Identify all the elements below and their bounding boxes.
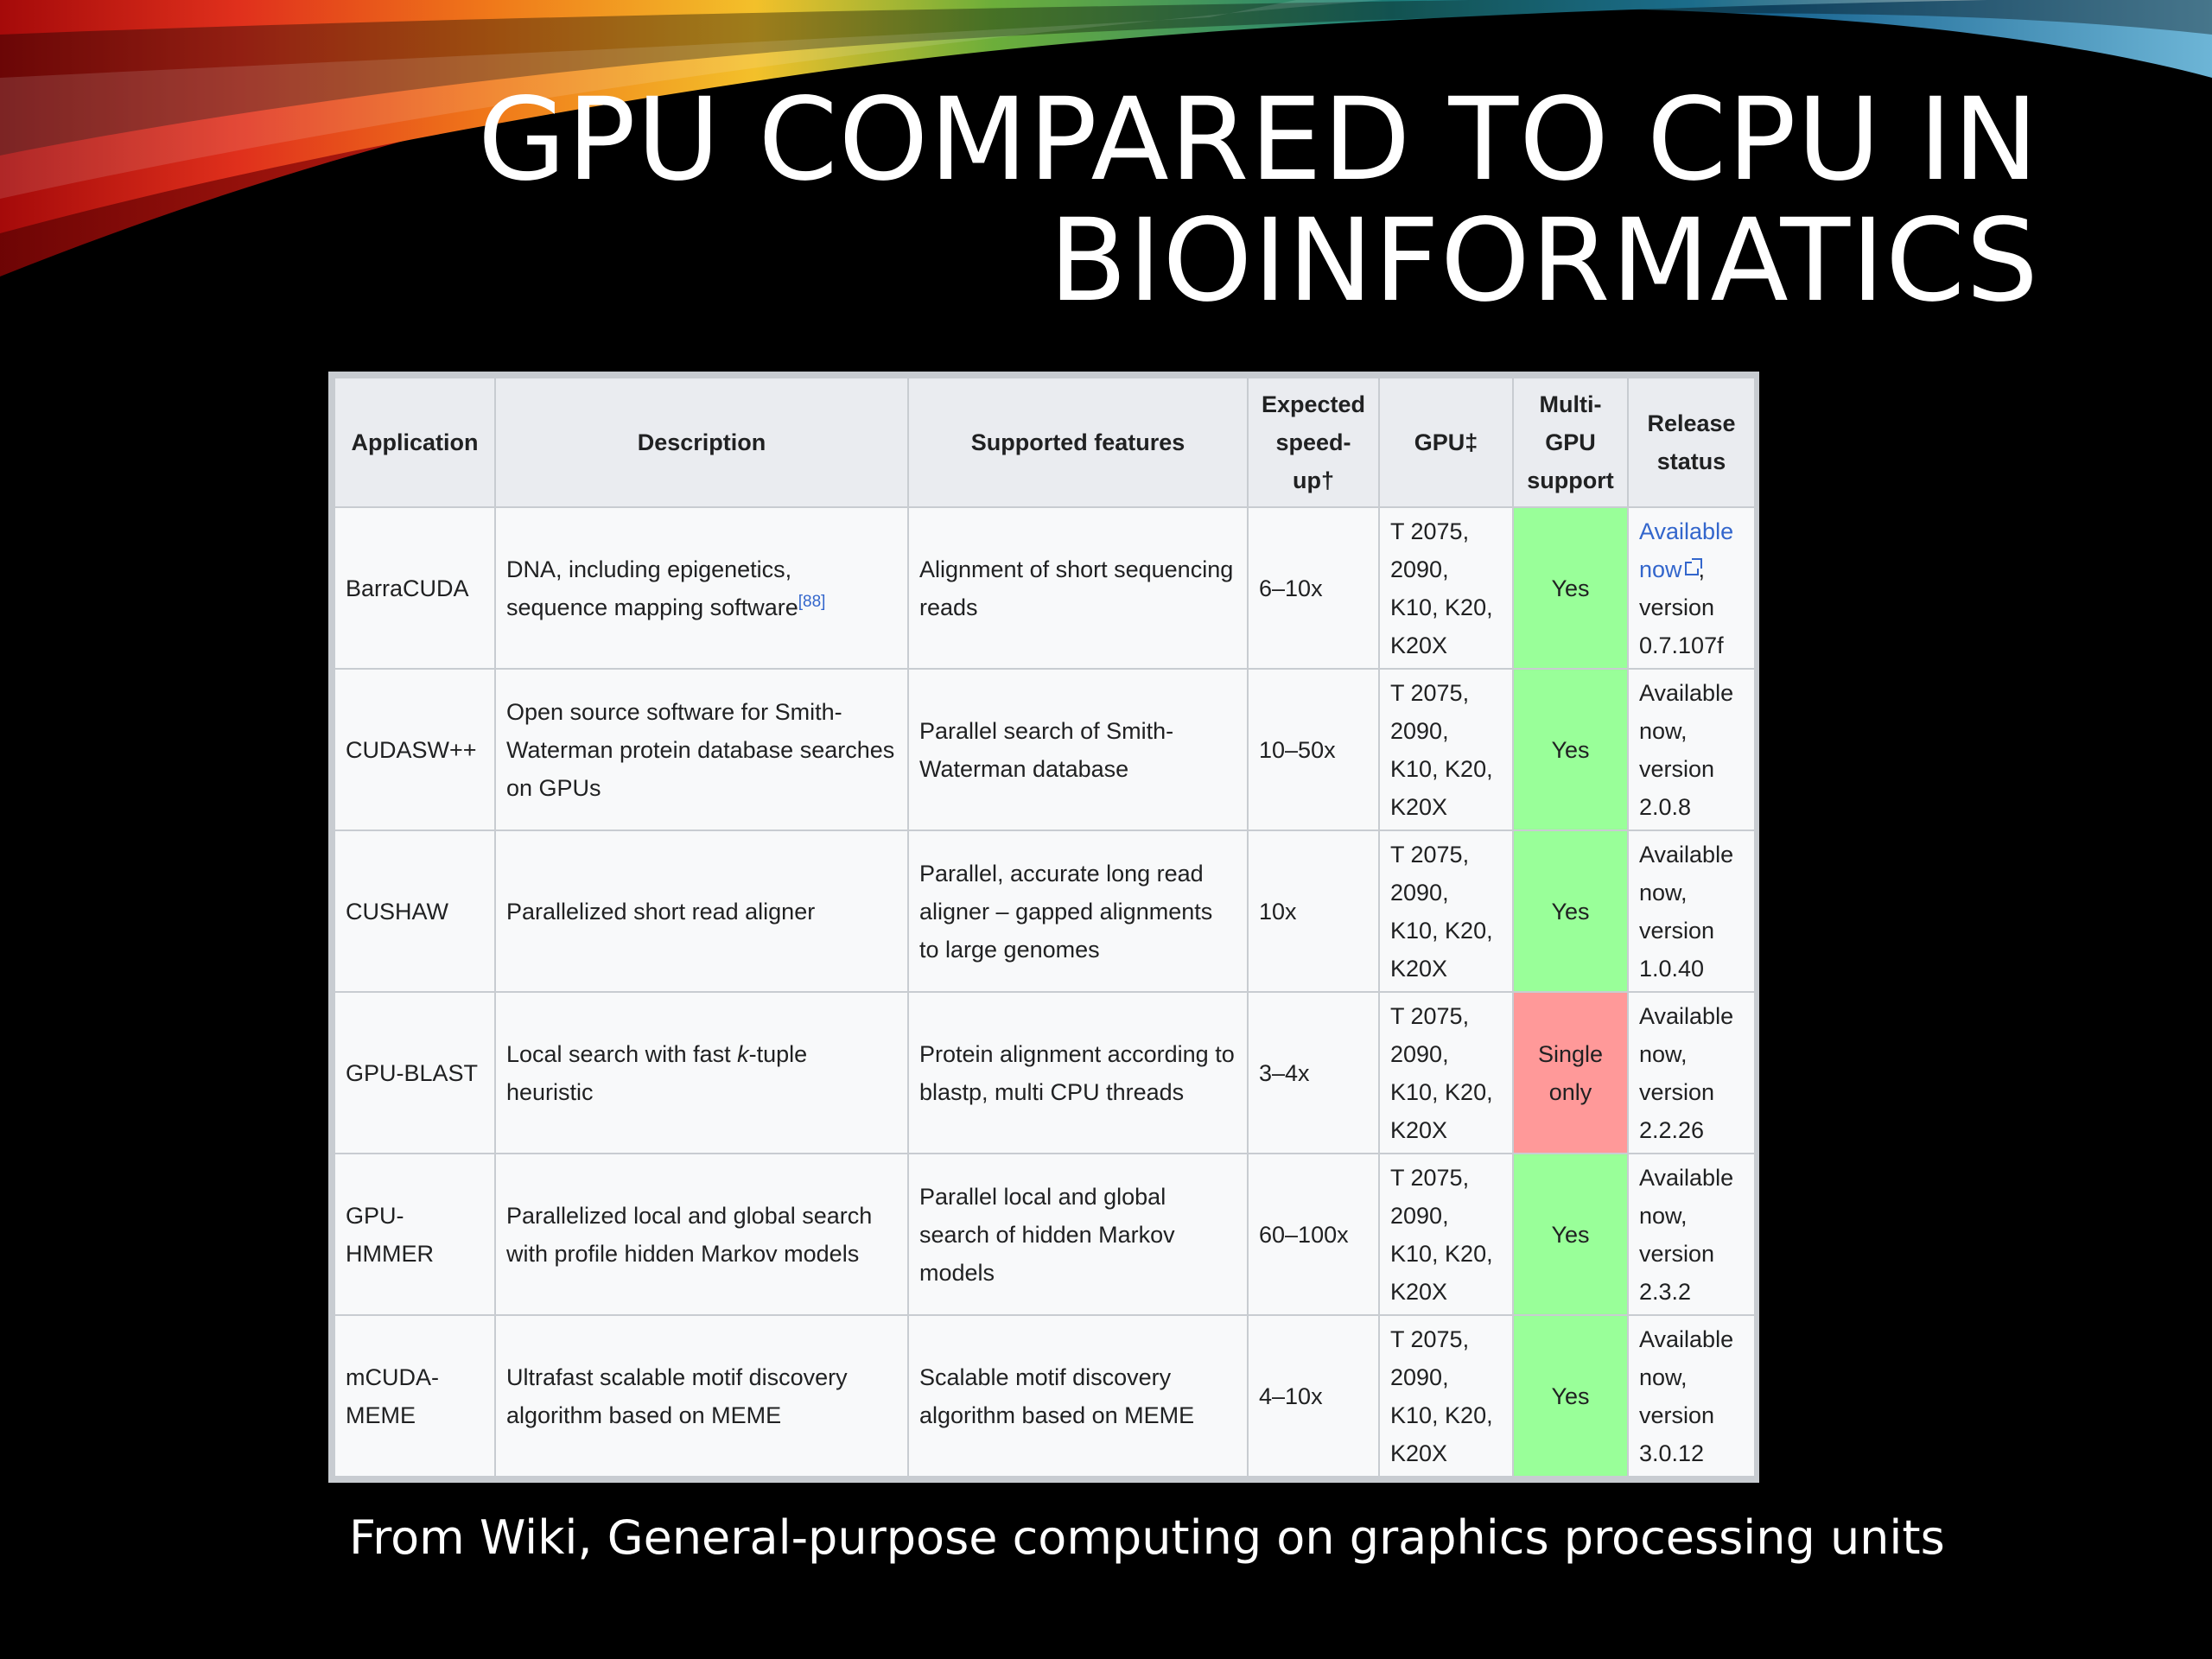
cell-gpu: T 2075, 2090, K10, K20, K20X <box>1378 506 1514 670</box>
table-row: GPU-BLAST Local search with fast k-tuple… <box>334 991 1754 1154</box>
col-header-description[interactable]: Description <box>494 377 909 508</box>
cell-description: Local search with fast k-tuple heuristic <box>494 991 909 1154</box>
cell-features: Scalable motif discovery algorithm based… <box>907 1314 1249 1478</box>
table-header-row: Application Description Supported featur… <box>334 377 1754 508</box>
cell-description: Parallelized short read aligner <box>494 830 909 993</box>
col-header-multigpu[interactable]: Multi-GPU support <box>1512 377 1629 508</box>
cell-release: Available now, version 2.2.26 <box>1627 991 1754 1154</box>
cell-description-em: k <box>737 1040 749 1067</box>
slide-title-line2: Bioinformatics <box>1048 194 2039 327</box>
cell-multigpu: Yes <box>1512 1314 1629 1478</box>
cell-release-text: , version 0.7.107f <box>1639 556 1724 658</box>
table-row: CUDASW++ Open source software for Smith-… <box>334 668 1754 831</box>
cell-release: Available now, version 3.0.12 <box>1627 1314 1754 1478</box>
cell-description: Open source software for Smith-Waterman … <box>494 668 909 831</box>
cell-multigpu: Yes <box>1512 506 1629 670</box>
cell-release: Available now, version 0.7.107f <box>1627 506 1754 670</box>
cell-features: Parallel search of Smith-Waterman databa… <box>907 668 1249 831</box>
table-row: mCUDA-MEME Ultrafast scalable motif disc… <box>334 1314 1754 1478</box>
cell-features: Parallel, accurate long read aligner – g… <box>907 830 1249 993</box>
cell-multigpu: Yes <box>1512 1153 1629 1316</box>
cell-description: Ultrafast scalable motif discovery algor… <box>494 1314 909 1478</box>
col-header-gpu[interactable]: GPU‡ <box>1378 377 1514 508</box>
cell-description: Parallelized local and global search wit… <box>494 1153 909 1316</box>
cell-application: CUDASW++ <box>334 668 496 831</box>
cell-description-post: -tuple heuristic <box>506 1040 808 1105</box>
cell-gpu: T 2075, 2090, K10, K20, K20X <box>1378 1153 1514 1316</box>
cell-gpu: T 2075, 2090, K10, K20, K20X <box>1378 991 1514 1154</box>
cell-description: DNA, including epigenetics, sequence map… <box>494 506 909 670</box>
cell-multigpu: Yes <box>1512 668 1629 831</box>
cell-release: Available now, version 2.0.8 <box>1627 668 1754 831</box>
cell-speedup: 10–50x <box>1247 668 1380 831</box>
cell-release: Available now, version 2.3.2 <box>1627 1153 1754 1316</box>
slide-title-line1: GPU compared to CPU in <box>477 73 2039 207</box>
cell-features: Alignment of short sequencing reads <box>907 506 1249 670</box>
col-header-application[interactable]: Application <box>334 377 496 508</box>
cell-multigpu: Single only <box>1512 991 1629 1154</box>
cell-description-text: DNA, including epigenetics, sequence map… <box>506 556 798 620</box>
cell-speedup: 3–4x <box>1247 991 1380 1154</box>
cell-gpu: T 2075, 2090, K10, K20, K20X <box>1378 1314 1514 1478</box>
table-row: GPU-HMMER Parallelized local and global … <box>334 1153 1754 1316</box>
reference-link[interactable]: [88] <box>798 592 826 611</box>
comparison-table: Application Description Supported featur… <box>334 377 1754 1478</box>
table-row: BarraCUDA DNA, including epigenetics, se… <box>334 506 1754 670</box>
cell-features: Parallel local and global search of hidd… <box>907 1153 1249 1316</box>
comparison-table-container: Application Description Supported featur… <box>328 372 1759 1483</box>
available-now-link[interactable]: Available now <box>1639 518 1734 582</box>
cell-application: GPU-HMMER <box>334 1153 496 1316</box>
cell-multigpu: Yes <box>1512 830 1629 993</box>
cell-application: BarraCUDA <box>334 506 496 670</box>
col-header-features[interactable]: Supported features <box>907 377 1249 508</box>
col-header-release[interactable]: Release status <box>1627 377 1754 508</box>
cell-description-pre: Local search with fast <box>506 1040 738 1067</box>
cell-features: Protein alignment according to blastp, m… <box>907 991 1249 1154</box>
col-header-speedup[interactable]: Expected speed-up† <box>1247 377 1380 508</box>
cell-speedup: 10x <box>1247 830 1380 993</box>
cell-speedup: 4–10x <box>1247 1314 1380 1478</box>
source-caption: From Wiki, General-purpose computing on … <box>349 1510 1945 1565</box>
decorative-swoosh <box>0 0 2212 276</box>
external-link-icon <box>1684 557 1702 575</box>
cell-release: Available now, version 1.0.40 <box>1627 830 1754 993</box>
cell-gpu: T 2075, 2090, K10, K20, K20X <box>1378 830 1514 993</box>
cell-gpu: T 2075, 2090, K10, K20, K20X <box>1378 668 1514 831</box>
cell-application: mCUDA-MEME <box>334 1314 496 1478</box>
cell-application: CUSHAW <box>334 830 496 993</box>
cell-speedup: 6–10x <box>1247 506 1380 670</box>
cell-speedup: 60–100x <box>1247 1153 1380 1316</box>
slide-title: GPU compared to CPU in Bioinformatics <box>311 79 2039 321</box>
cell-application: GPU-BLAST <box>334 991 496 1154</box>
table-row: CUSHAW Parallelized short read aligner P… <box>334 830 1754 993</box>
